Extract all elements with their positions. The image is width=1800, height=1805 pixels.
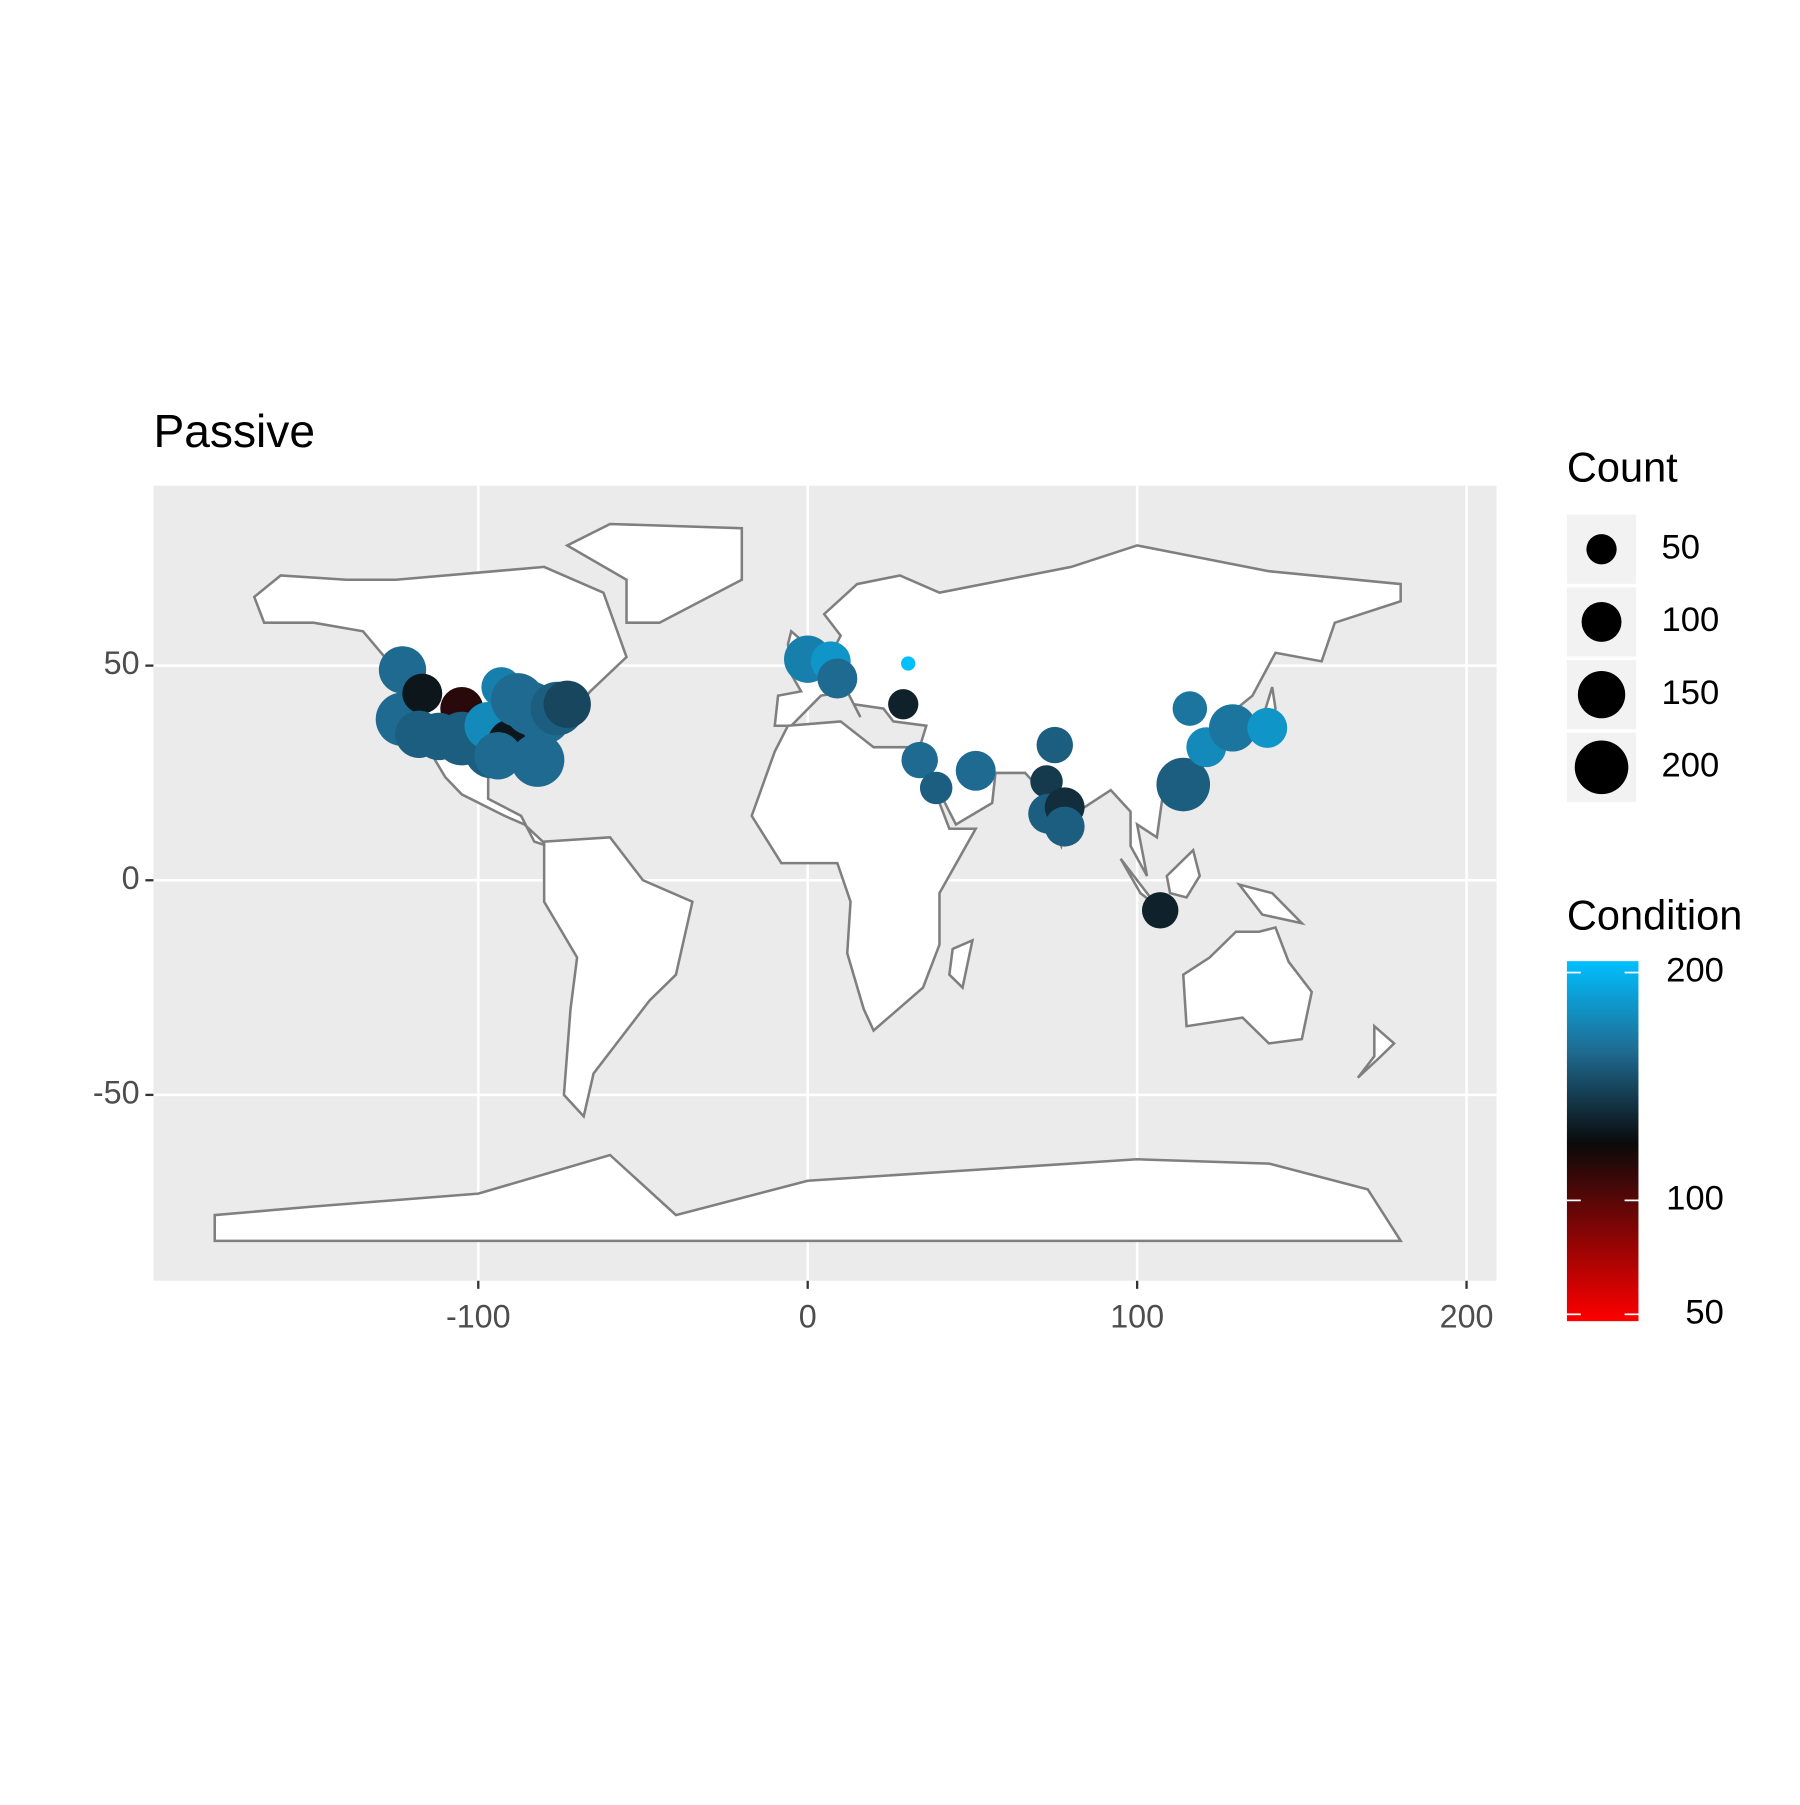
point: [1141, 892, 1179, 929]
legend-label: 100: [1662, 601, 1720, 639]
chart-title: Passive: [153, 405, 315, 457]
point: [402, 673, 443, 714]
point: [1036, 726, 1073, 764]
land: [1165, 847, 1202, 899]
legend-label: 50: [1662, 528, 1701, 566]
colorbar: [1566, 961, 1639, 1322]
legend-label: 150: [1662, 674, 1720, 712]
y-tick-label: 50: [104, 645, 140, 681]
point: [817, 658, 858, 699]
legend-size-key: [1581, 601, 1622, 642]
point: [474, 732, 522, 780]
land: [213, 1153, 1403, 1243]
point: [888, 689, 919, 720]
legend-label: 50: [1685, 1293, 1724, 1331]
point: [955, 750, 996, 791]
size-legend-title: Count: [1567, 444, 1678, 491]
y-tick-label: -50: [93, 1074, 140, 1110]
land: [1356, 1023, 1396, 1079]
legend-size-key: [1586, 534, 1617, 565]
land: [948, 938, 975, 991]
points: [375, 635, 1288, 929]
land: [750, 720, 978, 1033]
point: [1044, 806, 1085, 847]
point: [1247, 707, 1288, 748]
legend-label: 200: [1662, 746, 1720, 784]
point: [901, 741, 938, 779]
land: [1235, 882, 1306, 926]
land: [564, 522, 744, 624]
legend-label: 200: [1666, 952, 1724, 990]
point: [901, 656, 916, 671]
color-legend-title: Condition: [1567, 891, 1742, 938]
legend-size-key: [1574, 740, 1629, 795]
x-tick-label: -100: [446, 1298, 511, 1334]
land: [1181, 925, 1314, 1045]
point: [1208, 704, 1257, 752]
point: [510, 733, 565, 787]
y-tick-label: 0: [122, 860, 140, 896]
legend-size-key: [1577, 670, 1626, 719]
x-tick-label: 0: [799, 1298, 817, 1334]
point: [543, 680, 591, 728]
legend-label: 100: [1666, 1180, 1724, 1218]
point: [919, 771, 953, 805]
point: [1156, 757, 1211, 812]
point: [1030, 765, 1063, 798]
land: [542, 836, 694, 1119]
point: [1172, 691, 1208, 726]
x-tick-label: 100: [1110, 1298, 1164, 1334]
x-tick-label: 200: [1440, 1298, 1494, 1334]
